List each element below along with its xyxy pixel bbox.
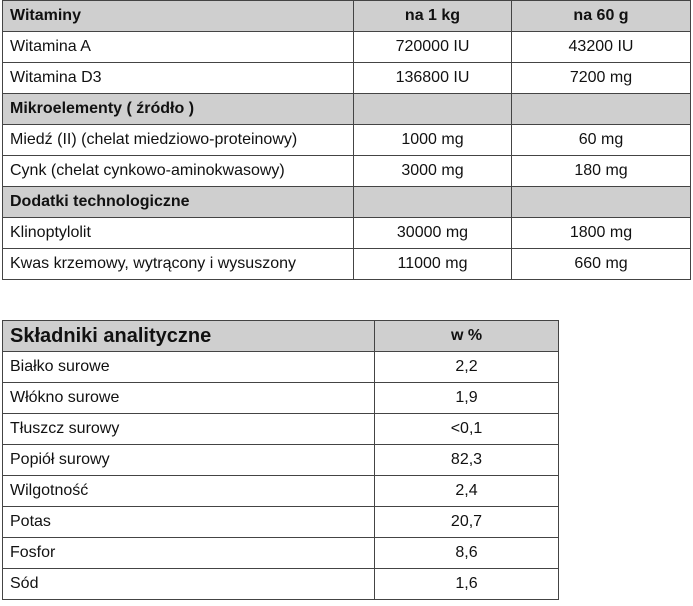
cell: 43200 IU [511,31,691,63]
data-row: Wilgotność 2,4 [2,475,559,507]
data-row: Witamina A 720000 IU 43200 IU [2,31,691,63]
cell: 1000 mg [353,124,512,156]
header-cell: w % [374,320,559,352]
cell: 30000 mg [353,217,512,249]
data-row: Witamina D3 136800 IU 7200 mg [2,62,691,94]
data-row: Miedź (II) (chelat miedziowo-proteinowy)… [2,124,691,156]
section-empty [353,186,512,218]
cell: 2,4 [374,475,559,507]
cell: 7200 mg [511,62,691,94]
analysis-table: Składniki analityczne w % Białko surowe 2,2… [2,320,559,600]
cell: Miedź (II) (chelat miedziowo-proteinowy) [2,124,354,156]
data-row: Białko surowe 2,2 [2,351,559,383]
header-row: Witaminy na 1 kg na 60 g [2,0,691,32]
cell: Włókno surowe [2,382,375,414]
section-empty [511,186,691,218]
cell: 82,3 [374,444,559,476]
section-row: Dodatki technologiczne [2,186,691,218]
section-label: Dodatki technologiczne [2,186,354,218]
cell: 8,6 [374,537,559,569]
cell: Tłuszcz surowy [2,413,375,445]
data-row: Włókno surowe 1,9 [2,382,559,414]
vitamins-table: Witaminy na 1 kg na 60 g Witamina A 720000 I… [2,0,691,280]
cell: Wilgotność [2,475,375,507]
section-empty [353,93,512,125]
cell: Fosfor [2,537,375,569]
data-row: Klinoptylolit 30000 mg 1800 mg [2,217,691,249]
cell: 1800 mg [511,217,691,249]
section-label: Mikroelementy ( źródło ) [2,93,354,125]
cell: Popiół surowy [2,444,375,476]
cell: 180 mg [511,155,691,187]
section-row: Mikroelementy ( źródło ) [2,93,691,125]
cell: Cynk (chelat cynkowo-aminokwasowy) [2,155,354,187]
cell: Kwas krzemowy, wytrącony i wysuszony [2,248,354,280]
header-cell: na 60 g [511,0,691,32]
cell: 11000 mg [353,248,512,280]
data-row: Popiół surowy 82,3 [2,444,559,476]
cell: 3000 mg [353,155,512,187]
cell: 2,2 [374,351,559,383]
data-row: Tłuszcz surowy <0,1 [2,413,559,445]
cell: 720000 IU [353,31,512,63]
data-row: Potas 20,7 [2,506,559,538]
data-row: Cynk (chelat cynkowo-aminokwasowy) 3000 m… [2,155,691,187]
cell: Witamina D3 [2,62,354,94]
cell: 660 mg [511,248,691,280]
cell: <0,1 [374,413,559,445]
cell: Potas [2,506,375,538]
data-row: Sód 1,6 [2,568,559,600]
cell: 1,6 [374,568,559,600]
header-row: Składniki analityczne w % [2,320,559,352]
header-cell: Witaminy [2,0,354,32]
data-row: Fosfor 8,6 [2,537,559,569]
cell: 60 mg [511,124,691,156]
cell: 20,7 [374,506,559,538]
cell: Witamina A [2,31,354,63]
cell: Klinoptylolit [2,217,354,249]
cell: 136800 IU [353,62,512,94]
header-cell: Składniki analityczne [2,320,375,352]
header-cell: na 1 kg [353,0,512,32]
cell: Białko surowe [2,351,375,383]
cell: 1,9 [374,382,559,414]
section-empty [511,93,691,125]
cell: Sód [2,568,375,600]
data-row: Kwas krzemowy, wytrącony i wysuszony 1100… [2,248,691,280]
